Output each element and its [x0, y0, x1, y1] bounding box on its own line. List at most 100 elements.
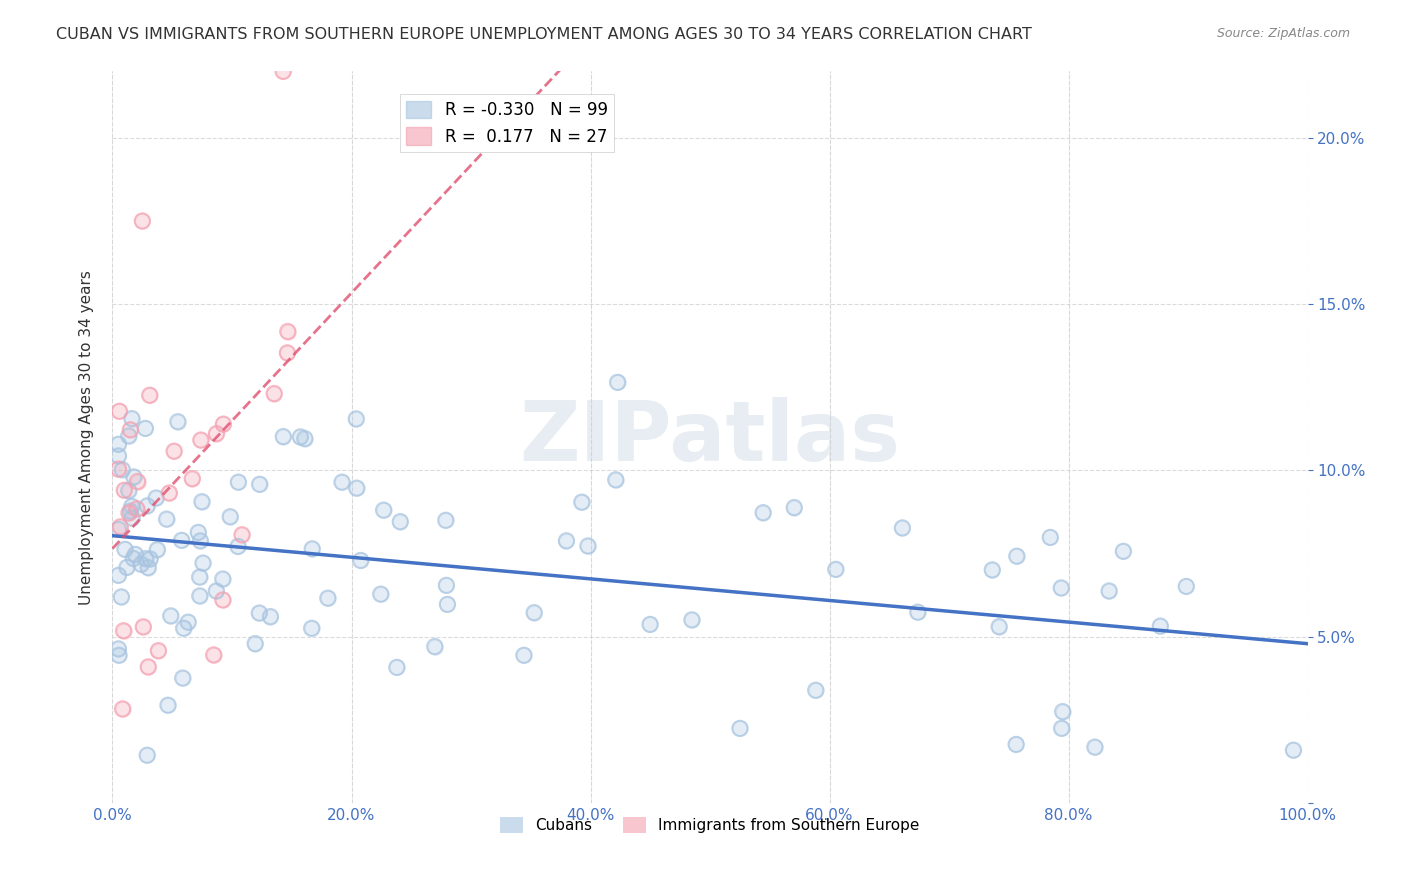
Point — [728, 722, 751, 736]
Point — [228, 475, 250, 490]
Point — [259, 609, 281, 624]
Point — [423, 640, 446, 654]
Point — [107, 522, 129, 536]
Point — [1282, 743, 1305, 757]
Point — [1052, 705, 1074, 719]
Point — [605, 473, 627, 487]
Point — [122, 551, 145, 566]
Point — [110, 520, 132, 534]
Point — [226, 540, 249, 554]
Point — [136, 499, 159, 513]
Point — [181, 472, 204, 486]
Point — [1050, 722, 1073, 736]
Point — [981, 563, 1004, 577]
Point — [606, 376, 628, 390]
Point — [385, 660, 408, 674]
Point — [891, 521, 914, 535]
Point — [681, 613, 703, 627]
Point — [115, 560, 138, 574]
Point — [114, 542, 136, 557]
Point — [118, 483, 141, 498]
Point — [118, 506, 141, 520]
Point — [187, 525, 209, 540]
Point — [107, 437, 129, 451]
Point — [118, 429, 141, 443]
Point — [205, 426, 228, 441]
Point — [112, 483, 135, 498]
Point — [112, 624, 135, 638]
Point — [107, 462, 129, 476]
Point — [122, 470, 145, 484]
Point — [129, 558, 152, 572]
Point — [125, 501, 148, 516]
Point — [301, 541, 323, 556]
Point — [172, 671, 194, 685]
Point — [136, 560, 159, 574]
Point — [219, 509, 242, 524]
Point — [120, 423, 142, 437]
Point — [173, 621, 195, 635]
Point — [301, 541, 323, 556]
Point — [112, 624, 135, 638]
Point — [170, 533, 193, 548]
Text: CUBAN VS IMMIGRANTS FROM SOUTHERN EUROPE UNEMPLOYMENT AMONG AGES 30 TO 34 YEARS : CUBAN VS IMMIGRANTS FROM SOUTHERN EUROPE… — [56, 27, 1032, 42]
Point — [212, 417, 235, 431]
Point — [231, 527, 253, 541]
Point — [136, 748, 159, 763]
Point — [139, 552, 162, 566]
Point — [146, 542, 169, 557]
Point — [159, 608, 181, 623]
Point — [145, 491, 167, 505]
Point — [436, 578, 458, 592]
Point — [226, 540, 249, 554]
Point — [118, 429, 141, 443]
Point — [290, 430, 312, 444]
Point — [157, 486, 180, 500]
Point — [166, 415, 188, 429]
Point — [122, 470, 145, 484]
Point — [231, 527, 253, 541]
Point — [205, 583, 228, 598]
Point — [1050, 722, 1073, 736]
Point — [191, 494, 214, 508]
Point — [134, 421, 156, 435]
Point — [138, 388, 160, 402]
Point — [132, 620, 155, 634]
Point — [981, 563, 1004, 577]
Point — [523, 606, 546, 620]
Point — [804, 683, 827, 698]
Point — [434, 513, 457, 527]
Point — [202, 648, 225, 662]
Point — [156, 698, 179, 713]
Point — [108, 404, 131, 418]
Point — [752, 506, 775, 520]
Point — [263, 386, 285, 401]
Point — [1098, 583, 1121, 598]
Point — [1098, 583, 1121, 598]
Point — [211, 572, 233, 586]
Point — [139, 552, 162, 566]
Point — [108, 404, 131, 418]
Point — [330, 475, 353, 490]
Point — [370, 587, 392, 601]
Point — [277, 325, 299, 339]
Point — [606, 376, 628, 390]
Point — [988, 620, 1011, 634]
Point — [159, 608, 181, 623]
Point — [107, 437, 129, 451]
Point — [1005, 738, 1028, 752]
Point — [277, 325, 299, 339]
Point — [247, 606, 270, 620]
Point — [1005, 738, 1028, 752]
Point — [513, 648, 536, 663]
Point — [122, 551, 145, 566]
Point — [243, 637, 266, 651]
Point — [1052, 705, 1074, 719]
Point — [181, 472, 204, 486]
Point — [134, 551, 156, 566]
Point — [271, 429, 294, 443]
Point — [107, 449, 129, 463]
Point — [120, 504, 142, 518]
Point — [385, 660, 408, 674]
Point — [188, 570, 211, 584]
